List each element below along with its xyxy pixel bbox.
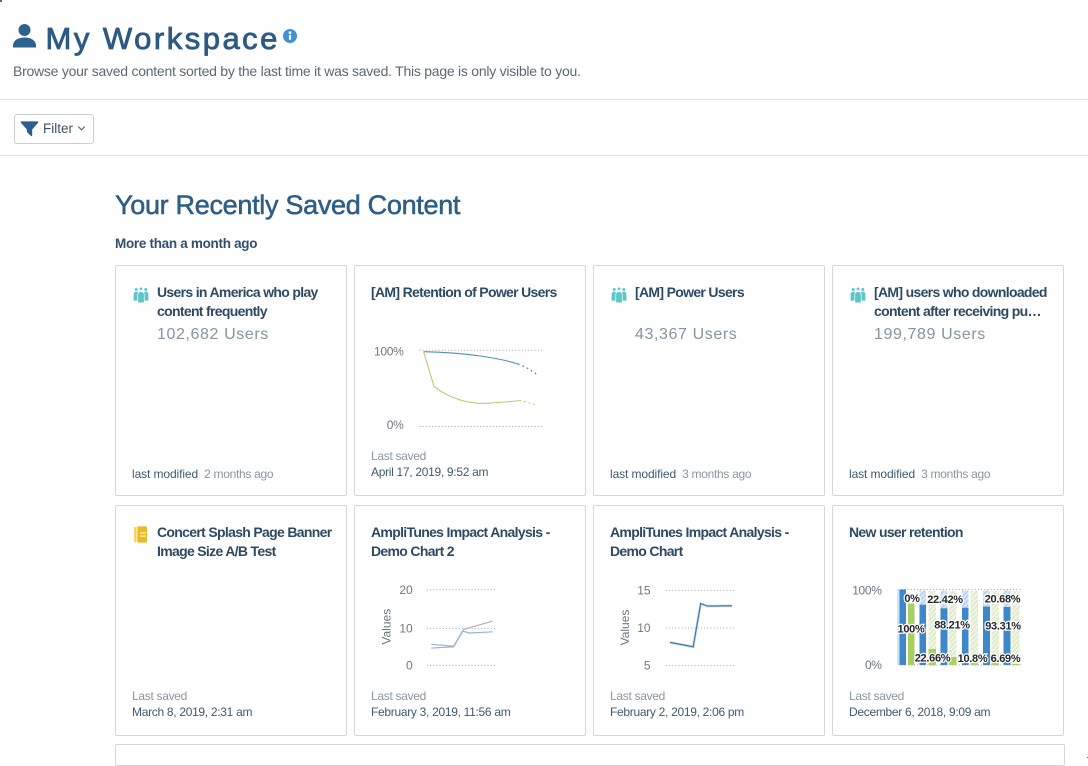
svg-text:22.42%: 22.42% bbox=[927, 594, 963, 606]
svg-text:0%: 0% bbox=[904, 593, 920, 605]
svg-text:93.31%: 93.31% bbox=[985, 621, 1021, 633]
svg-text:100%: 100% bbox=[898, 624, 925, 636]
svg-text:22.66%: 22.66% bbox=[915, 653, 951, 665]
svg-text:0: 0 bbox=[406, 658, 413, 672]
svg-text:10: 10 bbox=[399, 621, 413, 635]
svg-text:0%: 0% bbox=[387, 418, 404, 432]
svg-text:Values: Values bbox=[618, 610, 632, 646]
svg-text:15: 15 bbox=[637, 583, 651, 597]
svg-text:20.68%: 20.68% bbox=[985, 594, 1021, 606]
svg-text:0%: 0% bbox=[865, 658, 882, 672]
svg-text:100%: 100% bbox=[852, 584, 882, 598]
svg-text:10.8%: 10.8% bbox=[958, 653, 988, 665]
svg-text:10: 10 bbox=[637, 621, 651, 635]
svg-text:6.69%: 6.69% bbox=[991, 653, 1021, 665]
svg-text:20: 20 bbox=[399, 583, 413, 597]
svg-text:5: 5 bbox=[644, 659, 651, 673]
svg-text:100%: 100% bbox=[374, 345, 404, 359]
svg-text:88.21%: 88.21% bbox=[934, 620, 970, 632]
svg-text:Values: Values bbox=[379, 609, 393, 645]
